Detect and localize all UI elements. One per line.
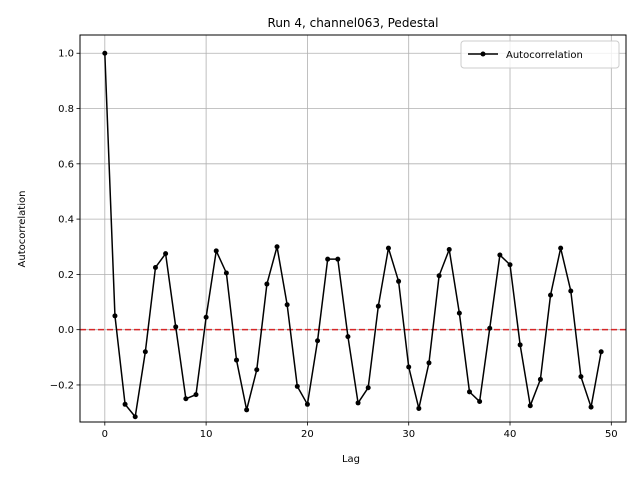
- x-tick-label: 40: [504, 429, 517, 440]
- data-point: [213, 248, 219, 254]
- y-axis-ticks: −0.2 0.0 0.2 0.4 0.6 0.8 1.0: [50, 49, 80, 391]
- data-point: [406, 364, 412, 370]
- data-point: [558, 245, 564, 251]
- y-tick-label: 0.8: [58, 104, 74, 115]
- y-tick-label: 1.0: [58, 49, 74, 60]
- plot-frame: [79, 34, 627, 423]
- data-point: [152, 264, 158, 270]
- data-point: [183, 396, 189, 402]
- data-point: [466, 389, 472, 395]
- y-tick-label: 0.4: [58, 215, 74, 226]
- y-tick-label: −0.2: [50, 380, 74, 391]
- data-point: [244, 407, 250, 413]
- data-point: [385, 245, 391, 251]
- data-point: [487, 325, 493, 331]
- data-point: [122, 401, 128, 407]
- data-point: [396, 278, 402, 284]
- data-point: [112, 313, 118, 319]
- data-point: [304, 401, 310, 407]
- data-point: [416, 405, 422, 411]
- data-point: [223, 270, 229, 276]
- data-point: [284, 302, 290, 308]
- data-point: [426, 360, 432, 366]
- x-axis-label: Lag: [342, 454, 360, 465]
- data-point: [588, 404, 594, 410]
- data-point: [203, 314, 209, 320]
- series-group: [102, 50, 604, 420]
- x-tick-label: 50: [605, 429, 618, 440]
- y-tick-label: 0.6: [58, 159, 74, 170]
- data-point: [527, 403, 533, 409]
- data-point: [568, 288, 574, 294]
- y-axis-label: Autocorrelation: [17, 191, 28, 268]
- data-point: [173, 324, 179, 330]
- data-point: [477, 399, 483, 405]
- data-point: [142, 349, 148, 355]
- y-tick-label: 0.0: [58, 325, 74, 336]
- data-point: [132, 414, 138, 420]
- data-point: [375, 303, 381, 309]
- data-point: [102, 50, 108, 56]
- y-tick-label: 0.2: [58, 270, 74, 281]
- data-point: [598, 349, 604, 355]
- x-axis-ticks: 0 10 20 30 40 50: [102, 422, 618, 440]
- legend-box: [460, 40, 620, 69]
- data-point: [325, 256, 331, 262]
- data-point: [345, 334, 351, 340]
- data-point: [193, 392, 199, 398]
- chart-title: Run 4, channel063, Pedestal: [268, 16, 439, 30]
- data-point: [497, 252, 503, 258]
- legend-marker-swatch: [480, 51, 486, 57]
- x-tick-label: 20: [301, 429, 314, 440]
- data-point: [163, 251, 169, 257]
- x-tick-label: 0: [102, 429, 108, 440]
- data-point: [507, 262, 513, 268]
- x-tick-label: 10: [200, 429, 213, 440]
- data-point: [456, 310, 462, 316]
- data-point: [517, 342, 523, 348]
- data-point: [446, 247, 452, 253]
- data-point: [436, 273, 442, 279]
- data-point: [294, 383, 300, 389]
- data-point: [234, 357, 240, 363]
- data-point: [264, 281, 270, 287]
- data-point: [355, 400, 361, 406]
- data-point: [315, 338, 321, 344]
- legend: Autocorrelation: [460, 40, 620, 69]
- data-point: [548, 292, 554, 298]
- legend-label: Autocorrelation: [506, 50, 583, 61]
- data-point: [578, 374, 584, 380]
- data-point: [537, 376, 543, 382]
- data-point: [274, 244, 280, 250]
- data-point: [365, 385, 371, 391]
- data-point: [335, 256, 341, 262]
- x-tick-label: 30: [402, 429, 415, 440]
- data-point: [254, 367, 260, 373]
